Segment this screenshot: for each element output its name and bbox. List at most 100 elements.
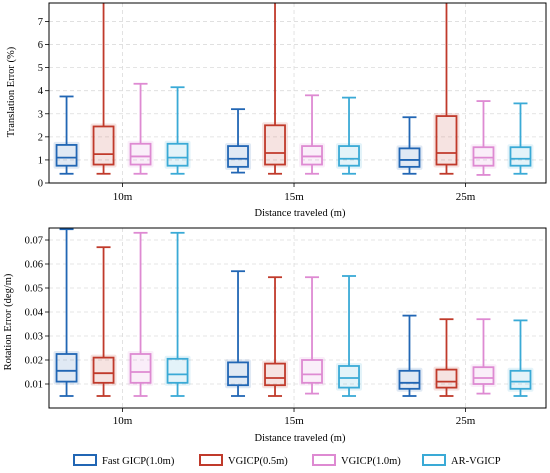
box-iqr — [129, 142, 152, 166]
box-iqr — [264, 362, 286, 387]
rotation-error-chart: 0.01 0.02 0.03 0.04 0.05 0.06 0.07 10m 15m 25m — [25, 227, 547, 427]
box-iqr — [301, 145, 323, 166]
rotation-box-2-1 — [299, 276, 326, 395]
box-glow — [396, 145, 423, 170]
legend-item-fast-gicp[interactable]: Fast GICP(1.0m) — [73, 454, 175, 467]
rotation-box-0-0 — [53, 228, 80, 397]
legend-label-fast-gicp: Fast GICP(1.0m) — [102, 456, 175, 467]
translation-box-1-1 — [262, 3, 289, 175]
legend-item-ar-vgicp[interactable]: AR-VGICP — [422, 454, 501, 467]
legend-swatch-vgicp-10 — [312, 454, 336, 466]
box-iqr — [227, 361, 249, 387]
box-glow — [470, 364, 497, 387]
box-glow — [225, 143, 252, 170]
box-iqr — [227, 145, 249, 168]
box-glow — [336, 363, 363, 391]
box-glow — [225, 359, 252, 389]
box-iqr — [338, 145, 360, 167]
box-glow — [164, 355, 191, 386]
box-glow — [262, 360, 289, 389]
translation-error-chart: 0 1 2 3 4 5 6 7 10m 15m 25m — [38, 2, 547, 203]
box-iqr — [55, 144, 78, 167]
rotation-y-tick-label: 0.02 — [25, 356, 43, 367]
box-iqr — [129, 353, 152, 384]
rotation-box-3-0 — [164, 231, 191, 397]
legend-label-vgicp-05: VGICP(0.5m) — [228, 456, 288, 467]
rotation-y-tick-label: 0.05 — [25, 284, 43, 295]
translation-box-0-2 — [396, 116, 423, 175]
box-iqr — [398, 147, 421, 168]
legend-label-vgicp-10: VGICP(1.0m) — [341, 456, 401, 467]
translation-y-tick-label: 0 — [38, 179, 43, 190]
box-glow — [53, 141, 80, 169]
box-iqr — [166, 142, 189, 167]
translation-x-tick-label: 15m — [284, 191, 304, 203]
rotation-box-1-2 — [433, 318, 460, 397]
box-glow — [336, 143, 363, 169]
rotation-box-1-0 — [90, 246, 117, 397]
rotation-box-2-2 — [470, 318, 497, 395]
legend-swatch-vgicp-05 — [199, 454, 223, 466]
box-iqr — [435, 368, 458, 389]
bottom-y-axis-title: Rotation Error (deg/m) — [3, 273, 14, 370]
translation-box-1-0 — [90, 3, 117, 175]
rotation-x-tick-label: 25m — [456, 415, 476, 427]
legend: Fast GICP(1.0m) VGICP(0.5m) VGICP(1.0m) … — [73, 454, 501, 467]
translation-y-tick-label: 1 — [38, 155, 43, 166]
box-iqr — [398, 369, 421, 390]
box-glow — [262, 122, 289, 168]
box-iqr — [92, 356, 115, 384]
rotation-box-3-1 — [336, 275, 363, 397]
translation-x-tick-label: 25m — [456, 191, 476, 203]
rotation-box-3-2 — [507, 319, 534, 397]
rotation-y-tick-label: 0.07 — [25, 236, 43, 247]
bottom-x-axis-title: Distance traveled (m) — [255, 433, 346, 444]
box-glow — [53, 351, 80, 385]
rotation-x-tick-label: 15m — [284, 415, 304, 427]
box-glow — [396, 367, 423, 392]
box-glow — [90, 354, 117, 386]
box-glow — [127, 351, 154, 386]
box-iqr — [435, 115, 458, 166]
rotation-box-0-2 — [396, 314, 423, 397]
box-iqr — [509, 146, 532, 167]
rotation-axes-frame — [48, 227, 547, 409]
legend-label-ar-vgicp: AR-VGICP — [451, 456, 501, 467]
legend-item-vgicp-05[interactable]: VGICP(0.5m) — [199, 454, 288, 467]
translation-y-tick-label: 3 — [38, 109, 43, 120]
box-glow — [164, 140, 191, 169]
rotation-box-2-0 — [127, 231, 154, 397]
translation-y-tick-label: 2 — [38, 132, 43, 143]
translation-box-1-2 — [433, 3, 460, 175]
translation-box-2-0 — [127, 82, 154, 175]
rotation-y-tick-label: 0.04 — [25, 308, 44, 319]
box-iqr — [338, 365, 360, 389]
translation-x-tick-label: 10m — [113, 191, 133, 203]
translation-y-tick-label: 5 — [38, 63, 43, 74]
box-iqr — [166, 357, 189, 384]
rotation-box-0-1 — [225, 270, 252, 397]
translation-box-3-0 — [164, 86, 191, 175]
rotation-box-1-1 — [262, 276, 289, 397]
translation-y-tick-label: 7 — [38, 17, 43, 28]
translation-box-0-1 — [225, 108, 252, 174]
translation-box-3-1 — [336, 96, 363, 175]
top-x-axis-title: Distance traveled (m) — [255, 208, 346, 219]
translation-axes-frame — [48, 2, 547, 184]
legend-item-vgicp-10[interactable]: VGICP(1.0m) — [312, 454, 401, 467]
box-iqr — [472, 146, 495, 167]
box-glow — [127, 140, 154, 168]
rotation-y-tick-label: 0.03 — [25, 332, 43, 343]
rotation-y-tick-label: 0.01 — [25, 380, 43, 391]
box-glow — [299, 357, 326, 386]
legend-swatch-fast-gicp — [73, 454, 97, 466]
box-glow — [507, 144, 534, 169]
translation-box-3-2 — [507, 102, 534, 175]
box-glow — [433, 113, 460, 168]
translation-box-0-0 — [53, 95, 80, 175]
box-glow — [507, 367, 534, 392]
box-glow — [90, 123, 117, 168]
box-iqr — [472, 366, 495, 385]
rotation-y-tick-label: 0.06 — [25, 260, 43, 271]
